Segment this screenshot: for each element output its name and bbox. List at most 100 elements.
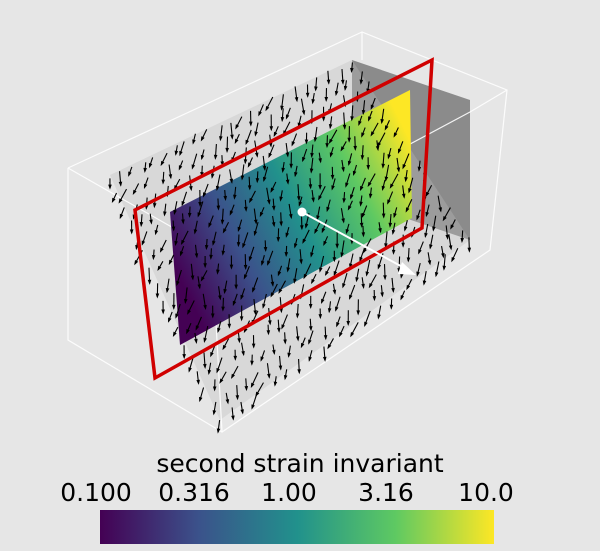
vector-glyph-head	[176, 280, 180, 287]
vector-glyph-head	[267, 260, 271, 266]
vector-glyph-head	[253, 230, 258, 237]
vector-glyph-head	[251, 343, 256, 349]
vector-glyph-head	[442, 216, 447, 222]
vector-glyph-head	[347, 137, 352, 143]
vector-glyph-head	[243, 264, 248, 270]
vector-glyph-head	[197, 284, 202, 290]
vector-glyph-head	[260, 356, 264, 362]
vector-glyph-head	[362, 248, 367, 254]
vector-glyph-head	[295, 336, 300, 342]
vector-glyph-head	[404, 176, 408, 183]
vector-glyph-head	[194, 338, 198, 344]
vector-glyph-head	[297, 369, 301, 375]
vector-glyph-head	[308, 303, 313, 309]
vector-glyph-head	[128, 171, 132, 177]
vector-glyph-head	[340, 252, 344, 258]
vector-glyph-head	[259, 211, 264, 218]
vector-glyph-head	[233, 355, 238, 361]
vector-glyph-head	[325, 143, 329, 149]
plane-widget-outline[interactable]	[133, 57, 434, 381]
vector-glyph-head	[391, 249, 396, 255]
vector-glyph-head	[355, 277, 359, 283]
plane-normal-arrow[interactable]	[301, 211, 409, 271]
vector-glyph-head	[318, 158, 322, 164]
vector-glyph-head	[249, 197, 253, 204]
vector-glyph-head	[232, 300, 237, 307]
vector-glyph-head	[262, 165, 267, 171]
vector-glyph-head	[179, 150, 183, 157]
vector-glyph-head	[328, 138, 333, 144]
vector-glyph-head	[400, 273, 404, 279]
vector-glyph-head	[216, 428, 221, 434]
vector-glyph-head	[179, 251, 184, 257]
vector-glyph-head	[200, 276, 205, 282]
vector-glyph-head	[242, 243, 246, 249]
vector-glyph-head	[254, 131, 258, 137]
vector-glyph-head	[350, 332, 355, 338]
vector-glyph-head	[193, 229, 198, 235]
vector-glyph-head	[370, 131, 375, 137]
vector-glyph-head	[335, 243, 339, 249]
vector-glyph-head	[241, 350, 245, 357]
vector-glyph-head	[417, 166, 422, 172]
vector-glyph-head	[356, 310, 361, 316]
vector-glyph-head	[190, 275, 195, 281]
vector-glyph-head	[210, 173, 215, 179]
vector-glyph-head	[234, 284, 238, 290]
vector-glyph-head	[361, 212, 366, 219]
vector-glyph-head	[252, 287, 256, 293]
vector-glyph-head	[372, 296, 377, 302]
vector-glyph-head	[389, 183, 394, 189]
vector-glyph-head	[219, 378, 224, 384]
vector-glyph-head	[217, 327, 221, 334]
vector-glyph-head	[263, 246, 268, 253]
vector-glyph-head	[318, 314, 323, 320]
vector-glyph-head	[152, 203, 157, 209]
vector-glyph-head	[301, 110, 306, 116]
vector-glyph-head	[118, 198, 123, 204]
vector-glyph-head	[237, 226, 242, 233]
vector-glyph-head	[293, 278, 297, 284]
vector-glyph-head	[289, 163, 293, 169]
plane-origin-handle[interactable]	[297, 207, 307, 217]
vector-glyph-head	[231, 373, 235, 379]
vector-glyph-head	[261, 260, 265, 266]
colorbar-title: second strain invariant	[156, 449, 444, 478]
vector-glyph-head	[359, 79, 364, 85]
vector-glyph-head	[368, 282, 373, 289]
vector-glyph-head	[219, 136, 223, 142]
vector-glyph-head	[381, 185, 386, 192]
vector-glyph-head	[323, 240, 327, 247]
vector-glyph-head	[154, 229, 159, 236]
vector-glyph-head	[203, 263, 207, 269]
vector-glyph-head	[268, 320, 272, 326]
vector-glyph-head	[432, 226, 436, 232]
vector-glyph-head	[408, 188, 412, 194]
vector-glyph-head	[397, 148, 402, 154]
vector-glyph-head	[141, 240, 146, 246]
vector-glyph-head	[341, 166, 345, 173]
vector-glyph-head	[334, 90, 339, 97]
vector-glyph-head	[342, 283, 346, 289]
vector-glyph-head	[270, 187, 275, 193]
vector-glyph-head	[223, 288, 227, 295]
vector-glyph-head	[243, 274, 248, 280]
plane-normal-arrowhead[interactable]	[398, 262, 416, 275]
vector-glyph-head	[160, 160, 165, 167]
vector-glyph-head	[391, 287, 395, 294]
colorbar-gradient-rect	[100, 510, 494, 544]
vector-glyph-head	[262, 176, 267, 183]
vector-glyph-head	[424, 232, 428, 239]
vector-glyph-head	[239, 316, 244, 322]
vector-glyph-head	[347, 160, 352, 167]
vector-glyph-head	[204, 244, 209, 251]
vector-glyph-head	[196, 379, 200, 385]
vector-glyph-head	[165, 287, 170, 294]
vector-glyph-head	[188, 367, 192, 373]
vector-glyph-head	[380, 292, 384, 298]
vector-glyph-head	[267, 373, 271, 379]
vector-glyph-head	[198, 396, 203, 403]
vector-glyph-head	[268, 152, 273, 159]
vector-glyph-head	[277, 327, 281, 333]
